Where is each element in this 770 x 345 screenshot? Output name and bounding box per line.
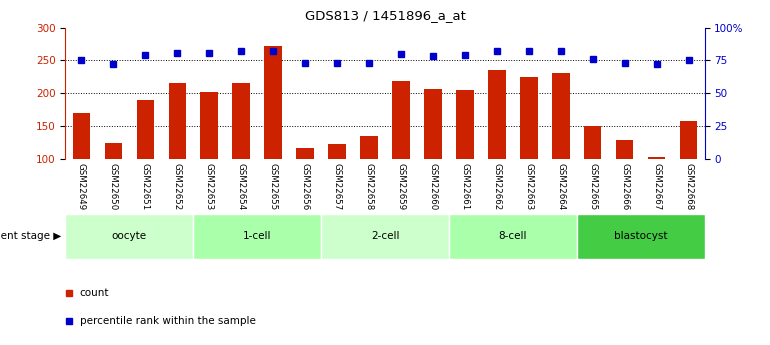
Bar: [552, 73, 570, 159]
Bar: [584, 126, 601, 159]
Bar: [456, 90, 474, 159]
Text: GSM22667: GSM22667: [652, 162, 661, 210]
Text: 1-cell: 1-cell: [243, 231, 272, 241]
Bar: [360, 136, 378, 159]
Bar: [169, 83, 186, 159]
Text: GSM22651: GSM22651: [141, 162, 150, 210]
Text: GSM22652: GSM22652: [172, 162, 182, 210]
Text: GSM22660: GSM22660: [428, 162, 437, 210]
Bar: [136, 100, 154, 159]
Text: GSM22658: GSM22658: [364, 162, 373, 210]
Text: GSM22665: GSM22665: [588, 162, 598, 210]
Text: GSM22659: GSM22659: [397, 162, 406, 210]
Text: GSM22654: GSM22654: [236, 162, 246, 210]
Bar: [328, 144, 346, 159]
Bar: [488, 70, 506, 159]
Bar: [648, 157, 665, 159]
Bar: [577, 214, 705, 259]
Text: development stage ▶: development stage ▶: [0, 231, 62, 241]
Text: GDS813 / 1451896_a_at: GDS813 / 1451896_a_at: [305, 9, 465, 22]
Text: 2-cell: 2-cell: [370, 231, 400, 241]
Text: count: count: [79, 288, 109, 298]
Bar: [233, 83, 250, 159]
Bar: [264, 46, 282, 159]
Text: oocyte: oocyte: [112, 231, 147, 241]
Bar: [520, 77, 537, 159]
Bar: [193, 214, 321, 259]
Bar: [200, 92, 218, 159]
Text: GSM22668: GSM22668: [684, 162, 693, 210]
Bar: [296, 148, 314, 159]
Bar: [616, 140, 634, 159]
Text: blastocyst: blastocyst: [614, 231, 668, 241]
Text: GSM22649: GSM22649: [77, 162, 86, 210]
Text: GSM22666: GSM22666: [620, 162, 629, 210]
Text: GSM22664: GSM22664: [556, 162, 565, 210]
Bar: [321, 214, 449, 259]
Text: 8-cell: 8-cell: [498, 231, 527, 241]
Bar: [65, 214, 193, 259]
Bar: [392, 81, 410, 159]
Bar: [72, 113, 90, 159]
Text: GSM22650: GSM22650: [109, 162, 118, 210]
Text: percentile rank within the sample: percentile rank within the sample: [79, 316, 256, 326]
Bar: [105, 143, 122, 159]
Bar: [424, 89, 442, 159]
Text: GSM22662: GSM22662: [492, 162, 501, 210]
Text: GSM22663: GSM22663: [524, 162, 534, 210]
Bar: [680, 121, 698, 159]
Text: GSM22656: GSM22656: [300, 162, 310, 210]
Text: GSM22655: GSM22655: [269, 162, 278, 210]
Bar: [449, 214, 577, 259]
Text: GSM22657: GSM22657: [333, 162, 342, 210]
Text: GSM22653: GSM22653: [205, 162, 214, 210]
Text: GSM22661: GSM22661: [460, 162, 470, 210]
